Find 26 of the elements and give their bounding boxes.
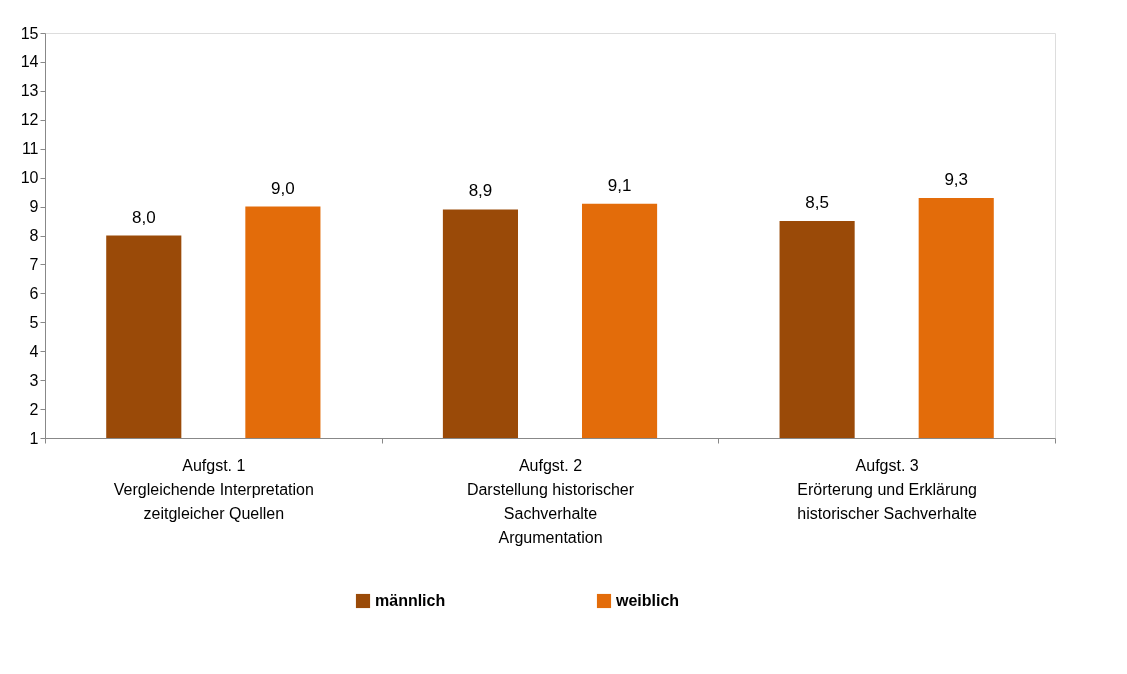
- y-tick-label: 1: [29, 429, 39, 447]
- x-tick-label: Aufgst. 1 Vergleichende Interpretation zeitgleicher Quellen: [113, 456, 314, 522]
- y-tick-label: 7: [29, 255, 39, 273]
- data-label: 9,0: [271, 178, 295, 198]
- data-label: 9,1: [607, 175, 632, 195]
- data-label: 9,3: [944, 169, 969, 189]
- y-tick-label: 11: [21, 140, 39, 158]
- legend-label: weiblich: [615, 592, 680, 609]
- y-tick-label: 5: [29, 313, 39, 331]
- y-tick-label: 13: [20, 82, 39, 100]
- y-tick-label: 6: [29, 284, 39, 302]
- data-label: 8,0: [131, 207, 156, 227]
- y-tick-label: 8: [29, 227, 39, 244]
- y-tick-label: 14: [20, 53, 39, 71]
- x-tick-label: Aufgst. 3 Erörterung und Erklärung historischer Sachverhalte: [797, 456, 978, 522]
- y-tick-label: 2: [29, 400, 39, 418]
- y-tick-label: 3: [29, 371, 39, 389]
- y-tick-label: 4: [29, 342, 39, 360]
- legend-label: männlich: [375, 592, 446, 609]
- y-tick-label: 10: [20, 169, 39, 187]
- y-tick-label: 9: [29, 198, 39, 216]
- x-tick-label: Aufgst. 2 Darstellung historischer Sachverhalte Argumentation: [466, 456, 635, 546]
- y-tick-label: 12: [20, 111, 39, 129]
- data-label: 8,9: [468, 181, 493, 201]
- data-label: 8,5: [805, 193, 829, 213]
- y-tick-label: 15: [20, 24, 39, 42]
